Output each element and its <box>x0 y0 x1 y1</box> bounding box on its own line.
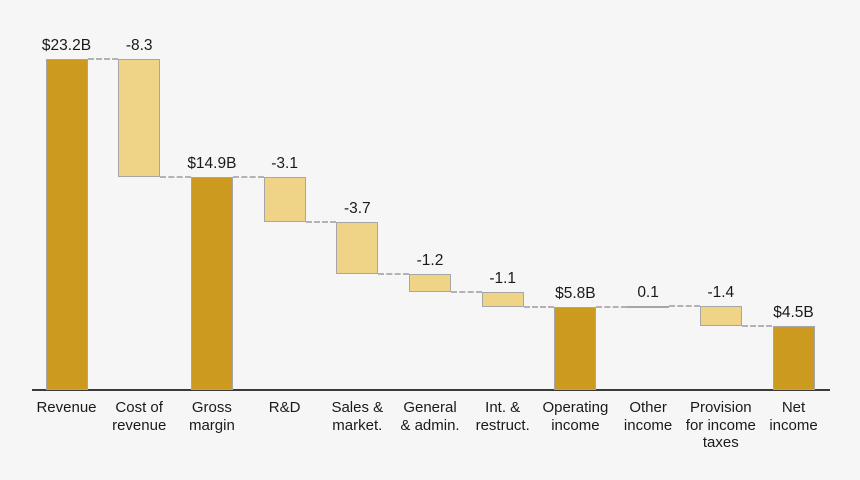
value-label-operating-income: $5.8B <box>555 285 596 303</box>
bar-revenue <box>45 59 88 390</box>
category-label-line: & admin. <box>400 416 460 434</box>
value-label-general-admin: -1.2 <box>416 252 444 270</box>
category-label-general-admin: General & admin. <box>382 399 478 434</box>
category-label-line: Provision <box>689 399 752 416</box>
category-label-line: Other <box>629 399 667 416</box>
category-label-line: taxes <box>702 434 739 451</box>
bar-r-d <box>263 177 306 222</box>
connector-line <box>523 306 555 309</box>
bar-provision-for-income-taxes <box>699 305 742 326</box>
value-label-gross-margin: $14.9B <box>187 155 237 173</box>
value-label-r-d: -3.1 <box>271 155 298 173</box>
bar-int-restruct <box>481 291 524 308</box>
bar-other-income <box>627 305 670 308</box>
category-label-line: margin <box>188 416 235 434</box>
category-label-operating-income: Operating income <box>527 399 623 434</box>
category-label-provision-for-income-taxes: Provision for income taxes <box>673 399 769 452</box>
category-label-revenue: Revenue <box>19 399 115 417</box>
bar-general-admin <box>409 274 451 292</box>
category-label-line: General <box>403 399 457 416</box>
value-label-int-restruct: -1.1 <box>489 269 517 287</box>
connector-line <box>378 273 409 276</box>
category-label-line: R&D <box>268 399 301 416</box>
category-label-line: market. <box>332 416 383 434</box>
connector-line <box>160 176 191 179</box>
connector-line <box>87 58 119 60</box>
category-label-line: Net <box>781 399 806 416</box>
category-label-line: for income <box>685 416 756 434</box>
connector-line <box>232 176 264 179</box>
category-label-cost-of-revenue: Cost of revenue <box>91 399 187 434</box>
bar-net-income <box>772 325 815 390</box>
connector-line <box>305 220 337 223</box>
category-label-line: income <box>769 416 818 434</box>
category-label-line: Sales & <box>331 399 384 416</box>
category-label-line: Gross <box>191 399 232 416</box>
value-label-sales-market: -3.7 <box>343 199 371 217</box>
category-label-r-d: R&D <box>237 399 333 417</box>
value-label-cost-of-revenue: -8.3 <box>125 37 153 54</box>
bar-sales-market <box>336 221 379 275</box>
value-label-net-income: $4.5B <box>773 303 814 321</box>
category-label-gross-margin: Gross margin <box>164 399 260 434</box>
x-axis-line <box>32 389 830 391</box>
category-label-line: Operating <box>542 399 609 416</box>
value-label-other-income: 0.1 <box>637 283 659 301</box>
value-label-provision-for-income-taxes: -1.4 <box>707 283 735 301</box>
connector-line <box>596 306 628 309</box>
bar-cost-of-revenue <box>118 59 161 178</box>
category-label-int-restruct: Int. & restruct. <box>455 399 551 434</box>
bar-gross-margin <box>190 177 233 390</box>
connector-line <box>741 324 773 327</box>
category-label-line: Int. & <box>485 399 521 416</box>
category-label-line: income <box>623 416 673 434</box>
category-label-net-income: Net income <box>746 399 842 434</box>
bar-operating-income <box>554 307 597 390</box>
connector-line <box>451 290 482 293</box>
category-label-line: income <box>551 416 600 434</box>
category-label-other-income: Other income <box>600 399 696 434</box>
category-label-line: Revenue <box>36 399 97 416</box>
category-label-line: restruct. <box>475 416 530 434</box>
category-label-sales-market: Sales & market. <box>309 399 405 434</box>
value-label-revenue: $23.2B <box>41 37 92 54</box>
category-label-line: Cost of <box>115 399 163 416</box>
category-label-line: revenue <box>112 416 167 434</box>
connector-line <box>669 304 700 307</box>
